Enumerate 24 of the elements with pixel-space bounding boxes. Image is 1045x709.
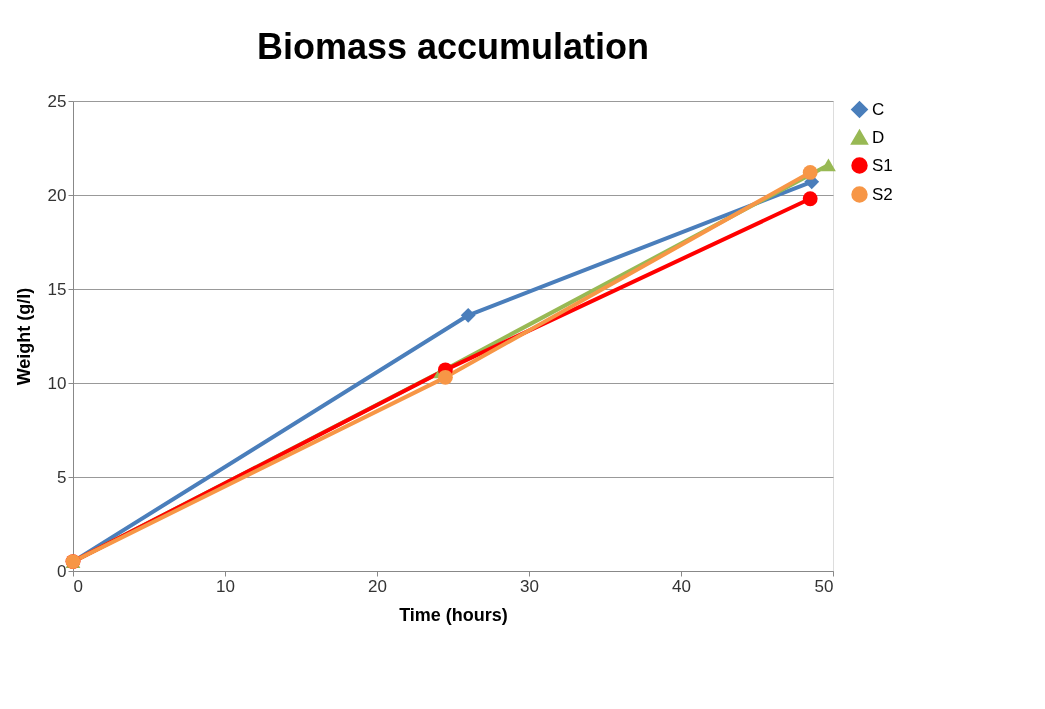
y-tick-label: 20 <box>47 185 67 205</box>
point <box>802 165 818 180</box>
x-tick-label: 50 <box>814 576 834 596</box>
x-tick-label: 40 <box>672 576 691 596</box>
y-axis-title: Weight (g/l) <box>13 287 34 386</box>
y-tick-label: 25 <box>47 91 67 111</box>
chart-title: Biomass accumulation <box>256 26 650 67</box>
y-tick-label: 0 <box>57 561 67 581</box>
y-tick-label: 10 <box>47 373 67 393</box>
x-axis-title: Time (hours) <box>399 604 508 625</box>
legend-label: D <box>872 127 885 147</box>
y-tick-label: 15 <box>47 279 67 299</box>
y-tick-label: 5 <box>57 467 67 487</box>
point <box>821 158 836 172</box>
point <box>460 307 476 323</box>
point <box>802 191 818 207</box>
legend-label: S1 <box>872 155 893 175</box>
x-tick-label: 10 <box>216 576 235 596</box>
point <box>437 369 453 385</box>
x-tick-label: 30 <box>520 576 539 596</box>
x-tick-label: 0 <box>73 576 83 596</box>
legend-label: C <box>872 99 885 119</box>
legend-label: S2 <box>872 184 893 204</box>
x-tick-label: 20 <box>368 576 387 596</box>
